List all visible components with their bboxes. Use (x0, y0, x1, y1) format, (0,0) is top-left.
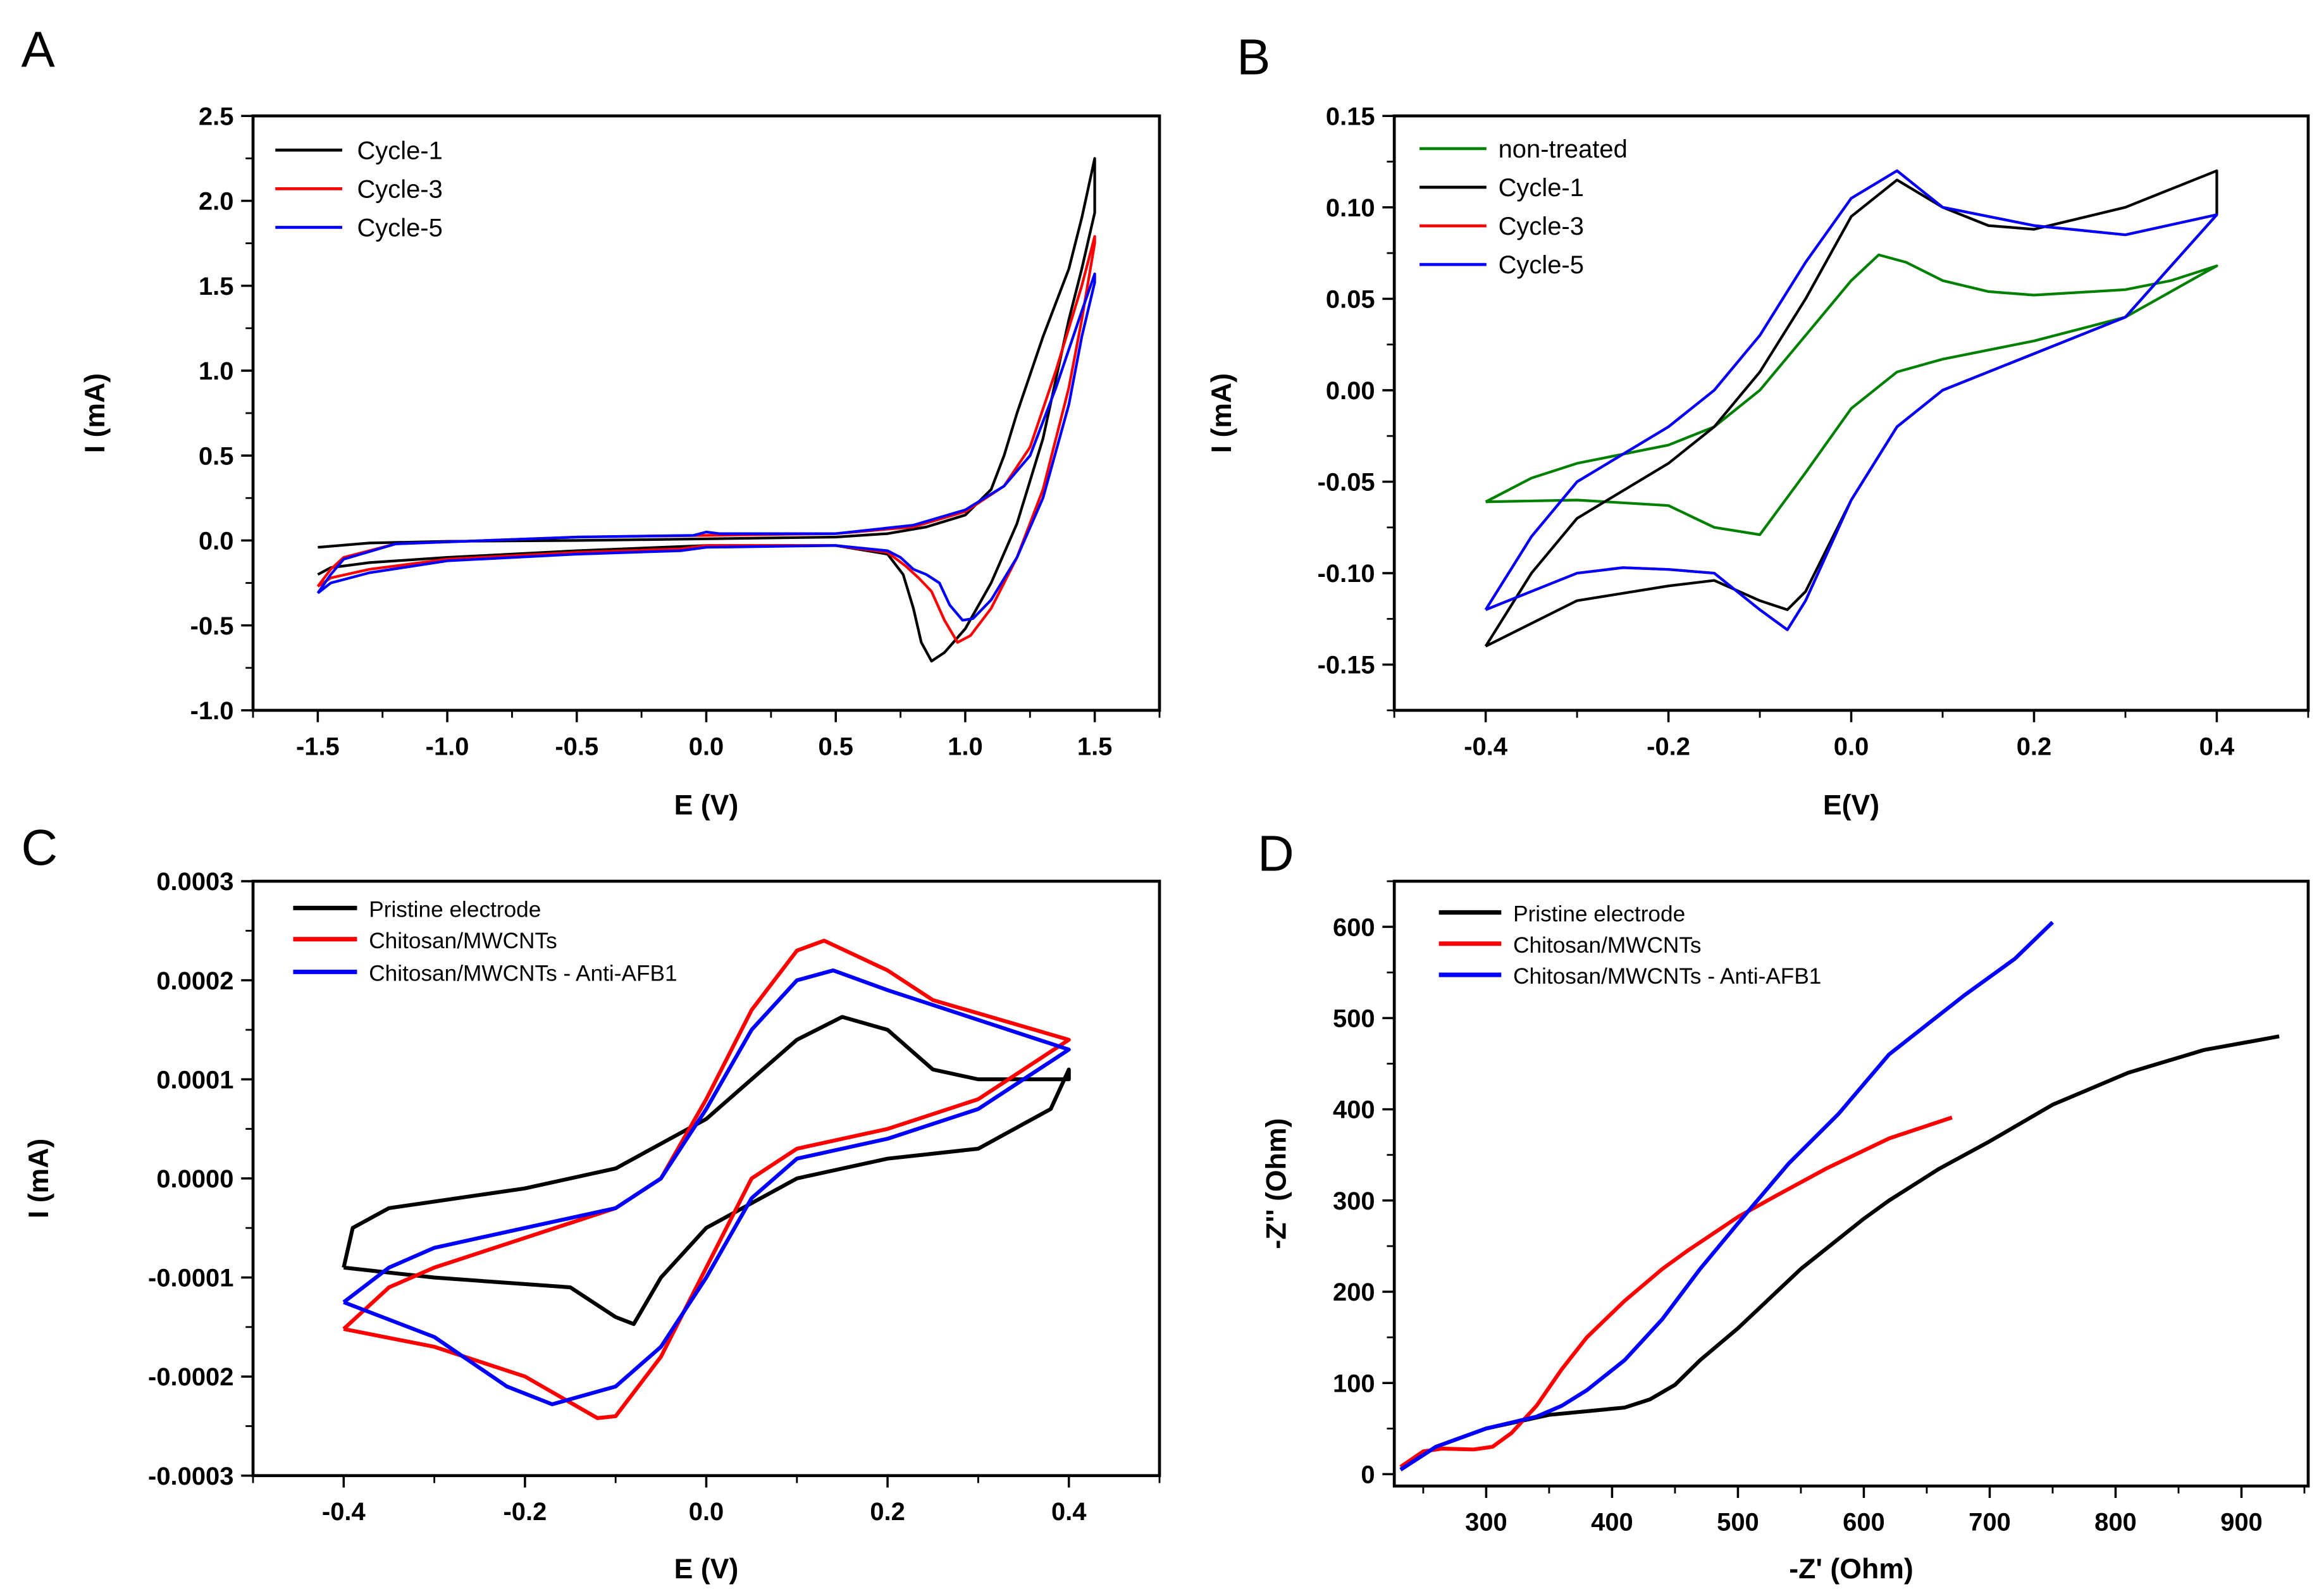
series-line-cycle-3 (316, 235, 1096, 644)
y-tick-label: -1.0 (190, 697, 234, 725)
series-line-cycle-3 (1484, 169, 2218, 631)
y-tick-label: 2.0 (199, 188, 234, 216)
legend-label: non-treated (1499, 135, 1628, 163)
x-tick-label: 0.2 (2017, 733, 2052, 760)
legend-label: Cycle-3 (1499, 213, 1584, 240)
y-tick-label: -0.05 (1318, 469, 1375, 497)
x-axis-label: E (V) (674, 789, 739, 820)
legend-label: Chitosan/MWCNTs - Anti-AFB1 (369, 961, 677, 986)
x-tick-label: -0.2 (504, 1498, 547, 1526)
x-tick-label: 900 (2220, 1509, 2263, 1537)
x-axis-label: -Z' (Ohm) (1789, 1554, 1914, 1585)
y-axis-label: I (mA) (80, 373, 111, 453)
x-tick-label: 1.5 (1077, 733, 1113, 760)
y-tick-label: 2.5 (199, 102, 234, 130)
y-tick-label: 0.0000 (156, 1165, 233, 1193)
plot-frame (1392, 879, 2310, 1488)
x-tick-label: -0.4 (1464, 733, 1507, 760)
plot-frame (251, 114, 1161, 712)
x-tick-label: 0.4 (2199, 733, 2235, 760)
plot-frame (1392, 114, 2310, 712)
legend-label: Cycle-3 (357, 175, 442, 203)
x-tick-label: 0.2 (870, 1498, 905, 1526)
x-tick-label: 400 (1591, 1509, 1633, 1537)
series-line-pristine-electrode (342, 1015, 1071, 1327)
x-tick-label: 1.0 (948, 733, 983, 760)
y-tick-label: 300 (1333, 1187, 1375, 1215)
x-tick-label: -0.4 (322, 1498, 366, 1526)
legend-label: Cycle-5 (357, 214, 442, 242)
x-tick-label: 800 (2094, 1509, 2137, 1537)
y-tick-label: 1.0 (199, 357, 234, 385)
panel-letter: C (22, 819, 58, 875)
y-tick-label: 0.0001 (156, 1066, 233, 1094)
legend-label: Chitosan/MWCNTs - Anti-AFB1 (1513, 964, 1821, 989)
panel-a: A -1.5 -1.0 -0.5 0.0 0.5 1.0 1.5 -1.0 -0.5 0.0 0.5 1… (22, 22, 1161, 820)
y-axis-label: -Z'' (Ohm) (1261, 1118, 1292, 1249)
panel-c: C -0.4 -0.2 0.0 0.2 0.4 -0.0003 -0.0002 -0.0001 0… (22, 819, 1161, 1585)
y-tick-label: 100 (1333, 1370, 1375, 1397)
panel-letter: B (1237, 28, 1270, 85)
x-tick-label: 700 (1969, 1509, 2011, 1537)
legend-label: Chitosan/MWCNTs (369, 929, 557, 953)
x-tick-label: -0.2 (1647, 733, 1690, 760)
y-tick-label: 400 (1333, 1096, 1375, 1124)
y-tick-label: 0.5 (199, 442, 234, 470)
x-tick-label: 0.0 (689, 1498, 724, 1526)
x-tick-label: 300 (1465, 1509, 1507, 1537)
legend-label: Chitosan/MWCNTs (1513, 933, 1701, 958)
x-tick-label: 0.4 (1051, 1498, 1087, 1526)
legend-label: Cycle-1 (1499, 174, 1584, 202)
y-tick-label: 0.10 (1326, 194, 1375, 222)
x-tick-label: 0.0 (689, 733, 724, 760)
y-tick-label: 0.15 (1326, 102, 1375, 130)
y-tick-label: 0.05 (1326, 285, 1375, 313)
y-tick-label: 500 (1333, 1005, 1375, 1032)
series-line-non-treated (1485, 253, 2218, 536)
x-tick-label: 0.0 (1834, 733, 1869, 760)
x-tick-label: 0.5 (818, 733, 853, 760)
legend-label: Pristine electrode (369, 897, 541, 922)
y-tick-label: -0.0003 (148, 1463, 233, 1490)
y-tick-label: 200 (1333, 1278, 1375, 1306)
y-tick-label: 600 (1333, 913, 1375, 941)
y-tick-label: -0.15 (1318, 652, 1375, 679)
series-line-cycle-5 (316, 272, 1096, 622)
x-tick-label: -1.0 (426, 733, 469, 760)
panel-letter: D (1258, 826, 1294, 882)
x-axis-label: E (V) (674, 1554, 739, 1585)
series-line-chitosan-mwcnts-anti-afb1 (342, 968, 1071, 1407)
y-axis-label: I (mA) (23, 1139, 54, 1218)
series-line-chitosan-mwcnts-anti-afb1 (1399, 920, 2054, 1471)
series-line-cycle-1 (1484, 169, 2218, 648)
y-axis-label: I (mA) (1206, 373, 1237, 453)
y-tick-label: 0.0002 (156, 967, 233, 995)
y-tick-label: 1.5 (199, 273, 234, 300)
legend-label: Cycle-5 (1499, 251, 1584, 279)
x-tick-label: 600 (1843, 1509, 1885, 1537)
panel-letter: A (22, 22, 56, 78)
panel-b: B -0.4 -0.2 0.0 0.2 0.4 -0.15 -0.10 -0.05 0.00 0.0… (1206, 28, 2310, 820)
x-tick-label: -0.5 (555, 733, 598, 760)
y-tick-label: -0.0001 (148, 1265, 233, 1292)
series-line-cycle-5 (1484, 169, 2218, 631)
series-line-pristine-electrode (1399, 1034, 2280, 1471)
y-tick-label: 0.00 (1326, 377, 1375, 405)
y-tick-label: -0.10 (1318, 560, 1375, 588)
x-tick-label: 500 (1717, 1509, 1759, 1537)
series-line-chitosan-mwcnts (1399, 1115, 1953, 1469)
legend-label: Cycle-1 (357, 137, 442, 164)
panel-d: D 300 400 500 600 700 800 900 0 100 200 300 400 500 60… (1258, 826, 2310, 1585)
x-tick-label: -1.5 (296, 733, 340, 760)
y-tick-label: 0.0 (199, 528, 234, 555)
x-axis-label: E(V) (1823, 789, 1879, 820)
y-tick-label: -0.5 (190, 612, 234, 640)
y-tick-label: -0.0002 (148, 1363, 233, 1391)
legend-label: Pristine electrode (1513, 901, 1685, 926)
y-tick-label: 0.0003 (156, 868, 233, 896)
y-tick-label: 0 (1361, 1461, 1375, 1489)
